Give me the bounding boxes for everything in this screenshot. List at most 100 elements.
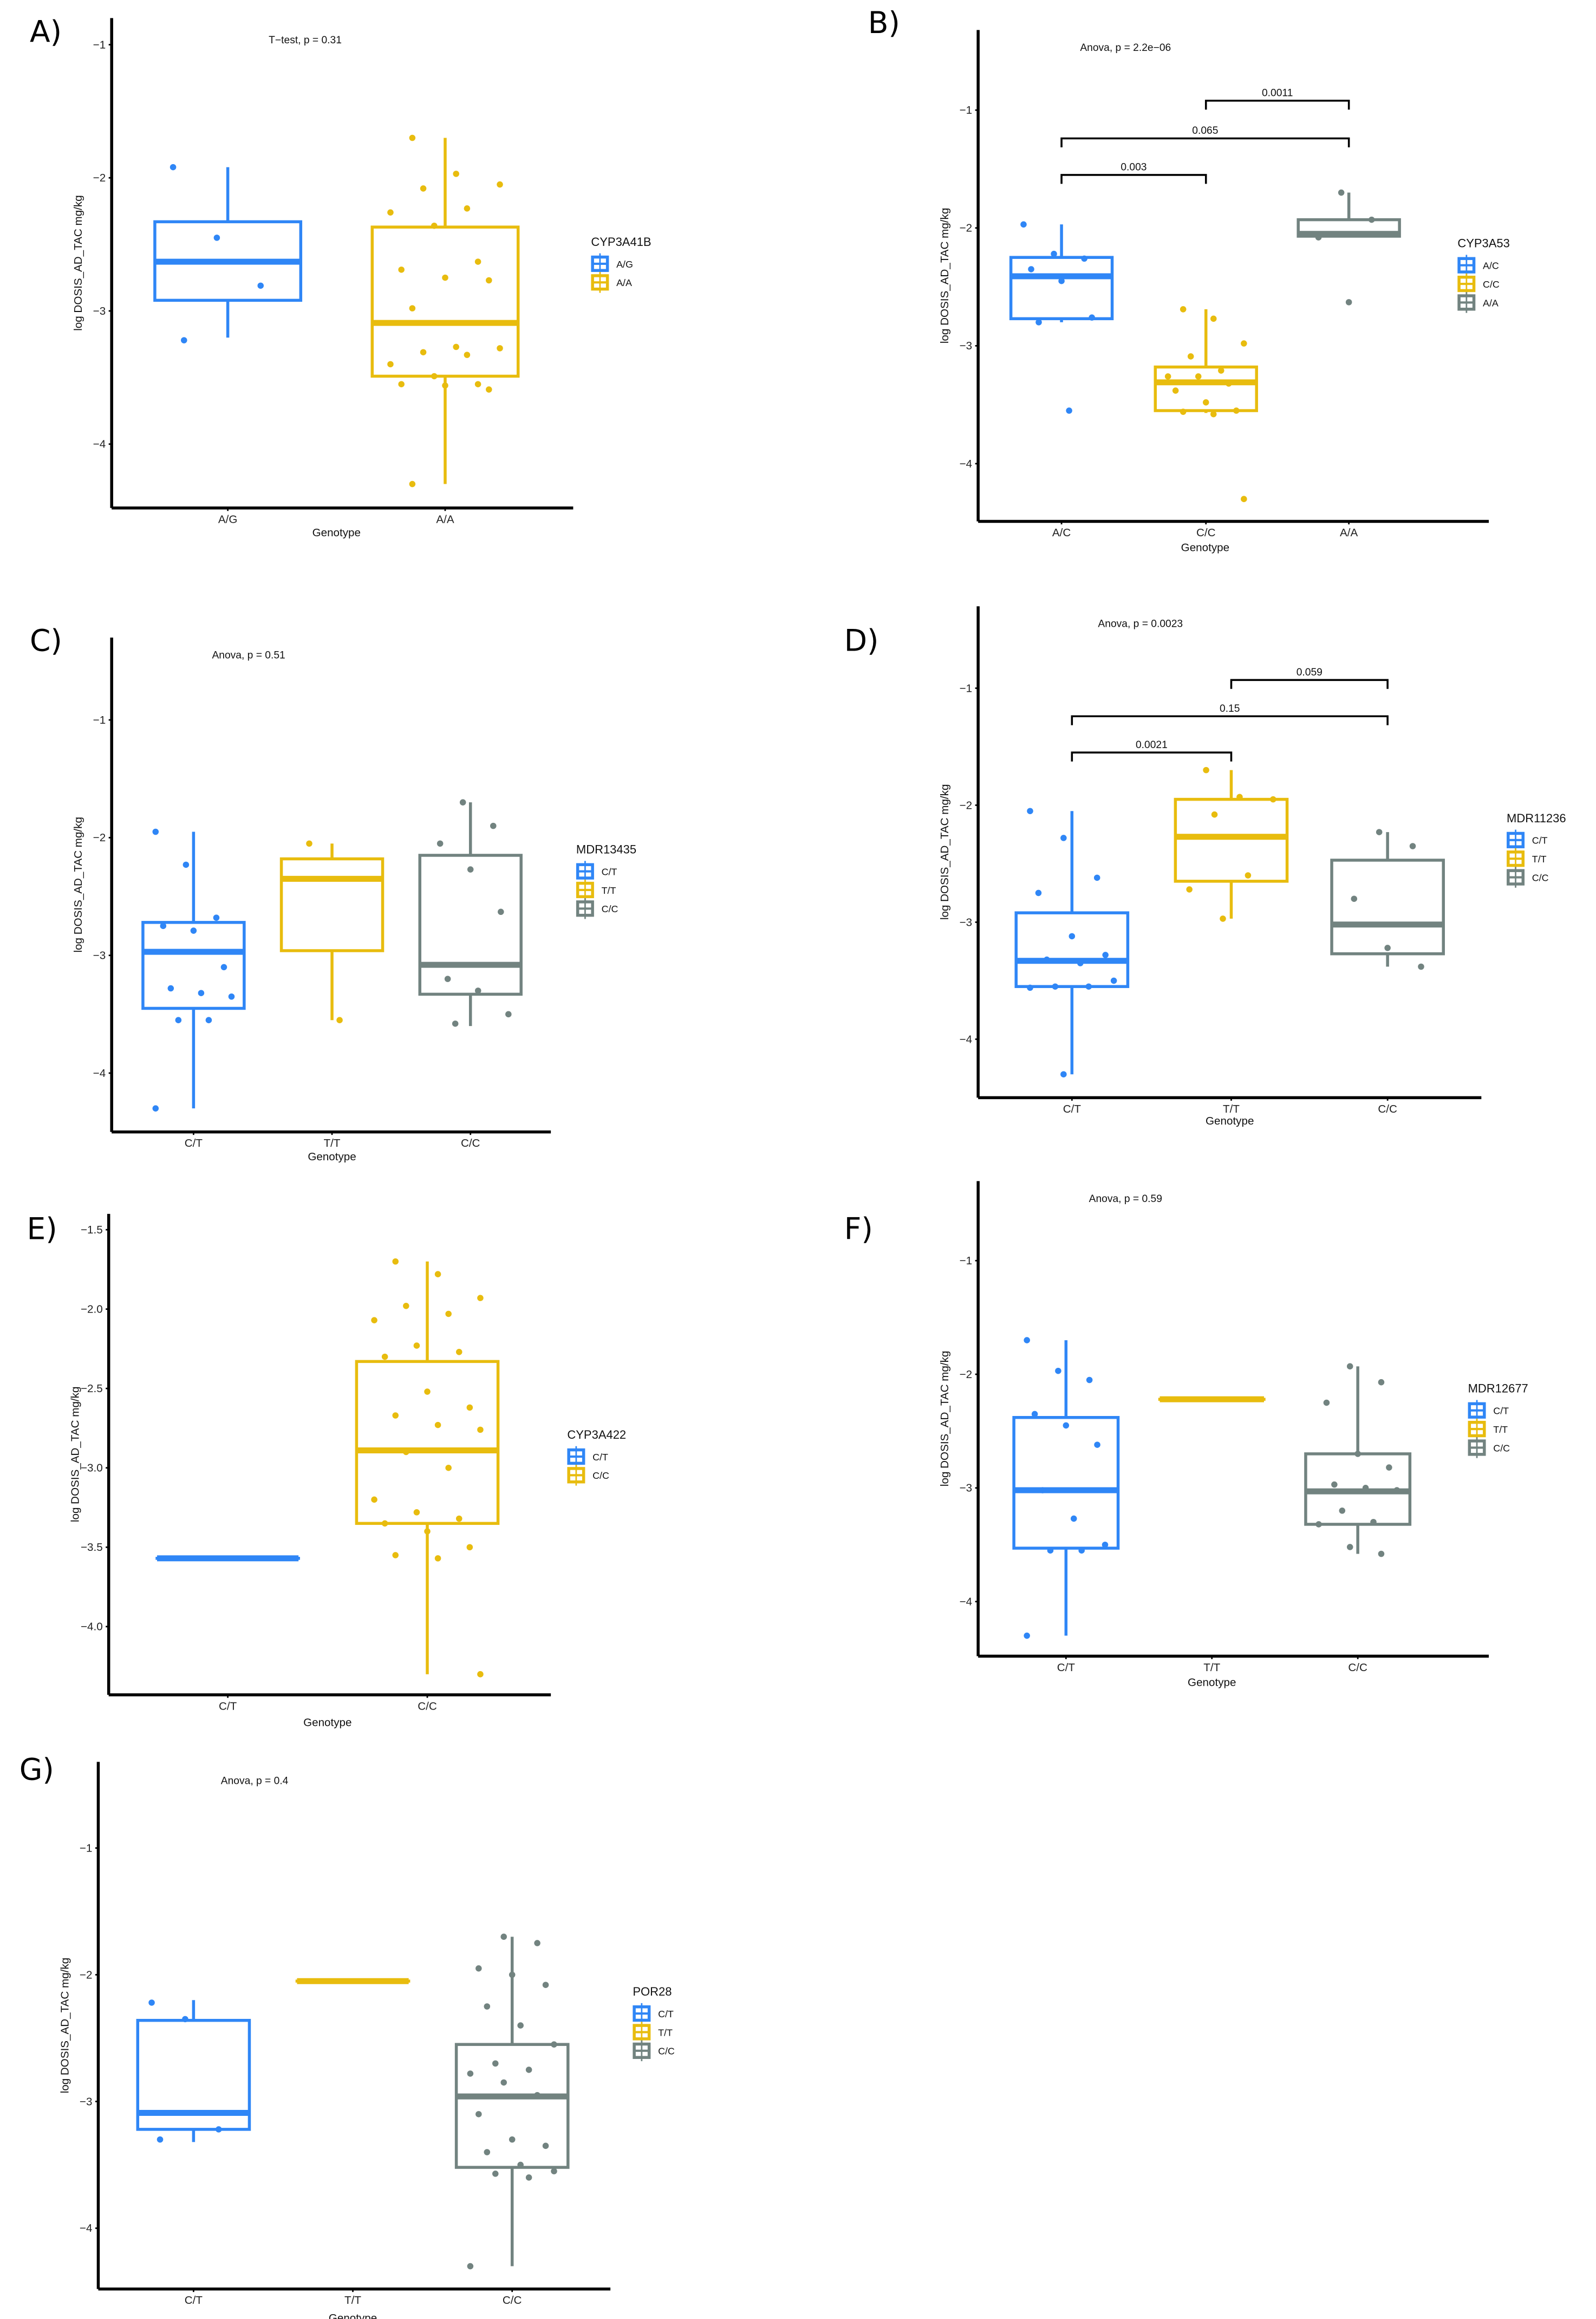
data-point bbox=[431, 373, 438, 380]
data-point bbox=[1060, 835, 1067, 841]
box-group-a-a bbox=[370, 134, 520, 488]
box-group-c-c bbox=[418, 799, 523, 1027]
box bbox=[1330, 859, 1445, 956]
y-tick-label: −3 bbox=[80, 2095, 93, 2108]
x-tick-label: C/T bbox=[1063, 1103, 1082, 1115]
data-point bbox=[542, 2142, 549, 2149]
data-point bbox=[1378, 1379, 1385, 1386]
data-point bbox=[1315, 234, 1322, 241]
data-point bbox=[434, 1555, 441, 1562]
data-point bbox=[148, 1999, 155, 2006]
data-point bbox=[1024, 1632, 1030, 1639]
box-group-a-a bbox=[1297, 189, 1401, 306]
legend-label: C/T bbox=[592, 1452, 608, 1463]
legend-label: C/T bbox=[658, 2009, 674, 2019]
legend-label: A/A bbox=[1483, 297, 1499, 308]
data-point bbox=[392, 1412, 399, 1419]
data-point bbox=[466, 1544, 473, 1551]
data-point bbox=[1418, 963, 1424, 970]
data-point bbox=[477, 1426, 484, 1433]
comparison-p-value: 0.059 bbox=[1297, 667, 1323, 678]
data-point bbox=[1210, 315, 1217, 322]
data-point bbox=[160, 923, 167, 930]
data-point bbox=[1338, 189, 1345, 196]
box-group-c-c bbox=[1330, 829, 1445, 970]
x-axis-label: Genotype bbox=[329, 2312, 377, 2319]
data-point bbox=[464, 205, 471, 212]
data-point bbox=[409, 134, 416, 141]
test-annotation: Anova, p = 2.2e−06 bbox=[1080, 42, 1171, 54]
data-point bbox=[509, 2136, 516, 2143]
y-tick-label: −3 bbox=[93, 305, 106, 317]
y-tick-label: −2 bbox=[960, 799, 973, 811]
y-tick-label: −3 bbox=[93, 950, 106, 962]
legend-title: MDR11236 bbox=[1507, 811, 1566, 825]
data-point bbox=[1370, 1518, 1377, 1525]
comparison-bracket bbox=[1060, 174, 1207, 184]
data-point bbox=[215, 2126, 222, 2133]
y-axis-label: log DOSIS_AD_TAC mg/kg bbox=[939, 208, 951, 343]
comparison-bracket bbox=[1230, 679, 1389, 689]
data-point bbox=[505, 1011, 512, 1018]
data-point bbox=[486, 386, 492, 393]
x-tick-label: C/T bbox=[185, 1137, 203, 1149]
data-point bbox=[1315, 1521, 1322, 1528]
data-point bbox=[1346, 1363, 1353, 1370]
panel-letter: D) bbox=[844, 623, 879, 658]
comparison-p-value: 0.065 bbox=[1192, 125, 1218, 137]
data-point bbox=[1060, 1071, 1067, 1077]
x-tick-label: C/C bbox=[1348, 1661, 1367, 1674]
box bbox=[141, 921, 246, 1010]
data-point bbox=[1211, 811, 1218, 818]
legend-title: CYP3A422 bbox=[567, 1428, 626, 1441]
data-point bbox=[387, 361, 394, 368]
data-point bbox=[492, 2171, 499, 2177]
test-annotation: Anova, p = 0.51 bbox=[212, 649, 285, 661]
data-point bbox=[409, 305, 416, 311]
panel-letter: C) bbox=[30, 623, 62, 658]
y-tick-label: −1 bbox=[93, 38, 106, 51]
data-point bbox=[1409, 843, 1416, 849]
data-point bbox=[431, 222, 438, 229]
data-point bbox=[466, 1404, 473, 1411]
panel-letter: A) bbox=[30, 14, 62, 49]
comparison-bracket bbox=[1204, 100, 1350, 110]
data-point bbox=[474, 258, 481, 265]
data-point bbox=[517, 2022, 524, 2029]
data-point bbox=[497, 181, 503, 188]
box-group-t-t bbox=[1174, 766, 1289, 922]
legend-label: C/C bbox=[1483, 279, 1500, 290]
data-point bbox=[420, 185, 427, 192]
y-tick-label: −1 bbox=[960, 104, 973, 116]
x-tick-label: C/T bbox=[1057, 1661, 1076, 1674]
data-point bbox=[453, 343, 459, 350]
data-point bbox=[1339, 1508, 1346, 1514]
panel-f: F) −1 −2 −3 −4 C/T T/T C/C Genotype log DOSIS_AD_… bbox=[844, 1181, 1528, 1688]
data-point bbox=[1024, 1337, 1030, 1343]
data-point bbox=[534, 2091, 540, 2099]
data-point bbox=[381, 1353, 388, 1360]
data-point bbox=[445, 1464, 452, 1471]
data-point bbox=[1164, 373, 1171, 380]
y-tick-label: −4 bbox=[960, 1595, 973, 1608]
data-point bbox=[1226, 380, 1232, 387]
legend-label: C/C bbox=[1532, 872, 1549, 883]
data-point bbox=[1044, 956, 1050, 963]
legend-title: MDR13435 bbox=[576, 843, 636, 856]
data-point bbox=[1052, 983, 1059, 990]
box-group-c-c bbox=[1304, 1363, 1412, 1557]
data-point bbox=[1094, 1441, 1100, 1448]
y-tick-label: −2 bbox=[960, 222, 973, 235]
data-point bbox=[398, 267, 405, 273]
data-point bbox=[1093, 874, 1100, 881]
box-group-c-c bbox=[454, 1933, 570, 2270]
data-point bbox=[1180, 408, 1187, 415]
data-point bbox=[220, 964, 227, 971]
data-point bbox=[1187, 353, 1194, 360]
box-group-c-t bbox=[1012, 1337, 1120, 1639]
data-point bbox=[157, 2136, 164, 2143]
data-point bbox=[213, 235, 220, 241]
data-point bbox=[500, 2079, 507, 2086]
y-axis-label: log DOSIS_AD_TAC mg/kg bbox=[72, 195, 84, 330]
comparison-bracket bbox=[1071, 715, 1389, 725]
